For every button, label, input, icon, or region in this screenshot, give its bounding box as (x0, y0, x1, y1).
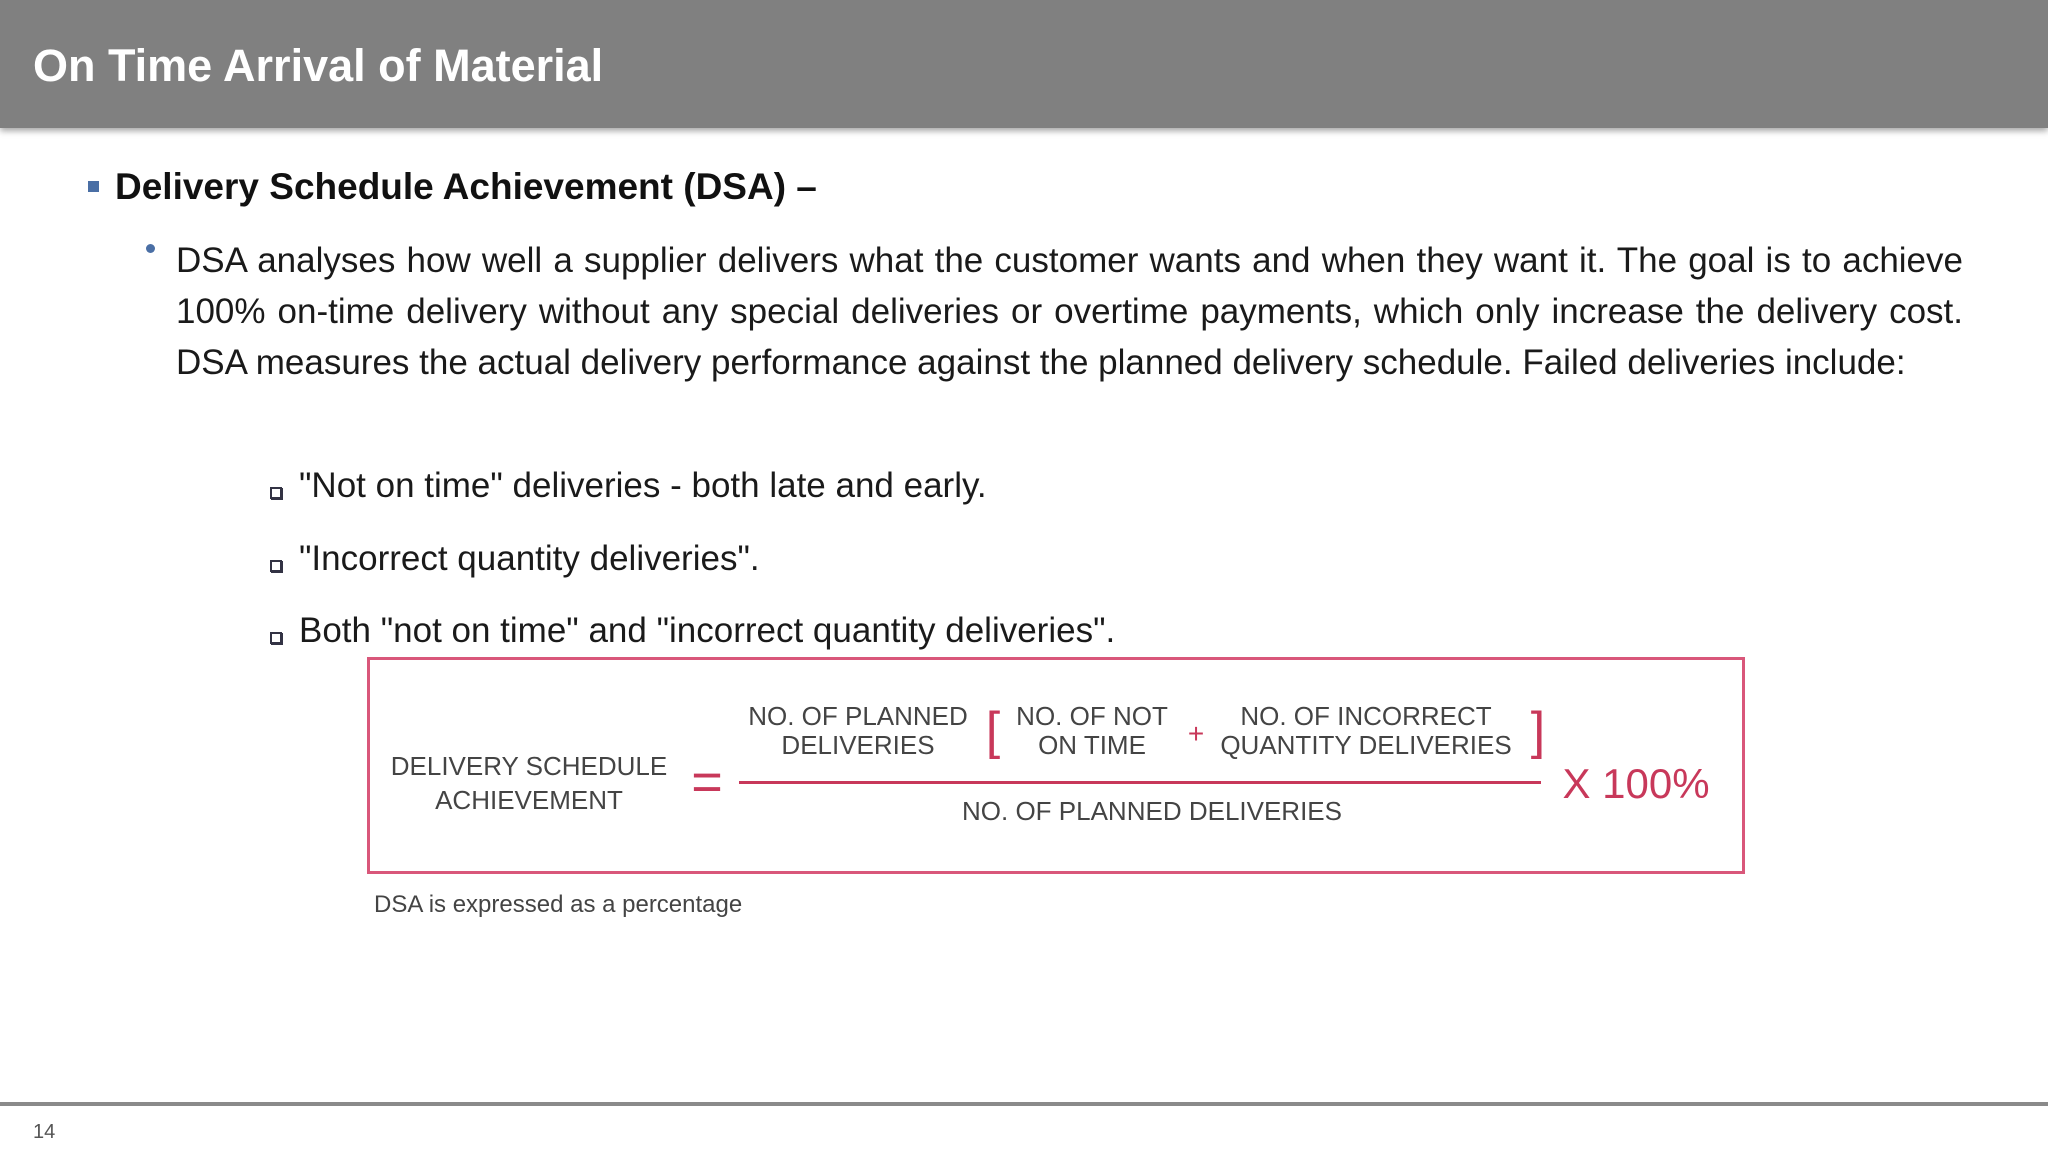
bracket: ] (1530, 702, 1546, 760)
formula-box (367, 657, 1745, 874)
equals-sign: = (691, 752, 723, 812)
list-item: "Incorrect quantity deliveries". (299, 539, 760, 578)
list-item: "Not on time" deliveries - both late and… (299, 466, 987, 505)
formula-text: NO. OF PLANNED (748, 701, 968, 731)
formula-text: DELIVERIES (781, 730, 935, 760)
header-bar: On Time Arrival of Material (0, 0, 2048, 128)
caption: DSA is expressed as a percentage (374, 891, 743, 918)
bracket: [ (985, 702, 1001, 760)
formula-text: NO. OF PLANNED DELIVERIES (962, 796, 1342, 826)
formula-text: NO. OF NOT (1016, 701, 1168, 731)
bullet-box (270, 632, 282, 644)
formula-text: DELIVERY SCHEDULE (390, 751, 668, 781)
section-heading: Delivery Schedule Achievement (DSA) – (115, 166, 817, 207)
paragraph: DSA analyses how well a supplier deliver… (176, 241, 1963, 382)
page-number: 14 (33, 1121, 56, 1143)
multiplier: X 100% (1562, 760, 1710, 807)
bullet-box (270, 560, 282, 572)
slide-title: On Time Arrival of Material (33, 40, 604, 91)
formula-text: NO. OF INCORRECT (1240, 701, 1492, 731)
formula-text: QUANTITY DELIVERIES (1220, 730, 1512, 760)
footer-line (0, 1102, 2048, 1106)
list-item: Both "not on time" and "incorrect quanti… (299, 611, 1116, 650)
bullet-box (270, 487, 282, 499)
bullet-square (88, 181, 99, 192)
bullet-dot (146, 244, 155, 253)
formula-text: ON TIME (1038, 730, 1146, 760)
fraction-line (739, 781, 1541, 784)
formula-text: ACHIEVEMENT (435, 785, 623, 815)
plus-sign: + (1187, 718, 1205, 749)
